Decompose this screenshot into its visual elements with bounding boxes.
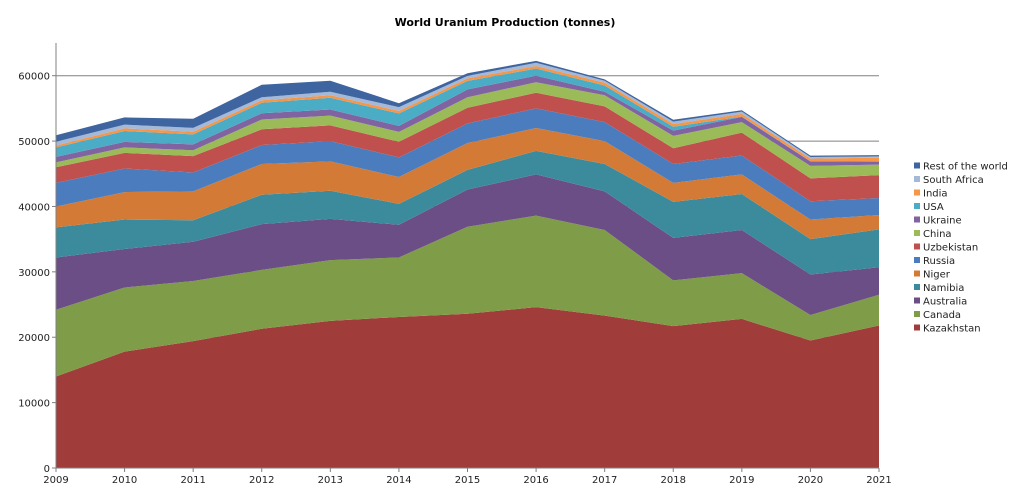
legend-item-niger[interactable]: Niger: [914, 270, 951, 281]
legend-item-usa[interactable]: USA: [914, 202, 944, 213]
area-series-south-africa[interactable]: [56, 62, 879, 159]
legend-swatch: [914, 203, 920, 209]
x-tick-label: 2014: [386, 475, 411, 486]
legend-item-canada[interactable]: Canada: [914, 310, 961, 321]
legend-label: India: [923, 189, 948, 200]
legend-swatch: [914, 162, 920, 169]
x-tick-label: 2017: [592, 475, 617, 486]
area-series-canada[interactable]: [56, 215, 879, 377]
x-tick-label: 2010: [112, 475, 137, 486]
y-tick-label: 20000: [18, 333, 50, 344]
legend-label: Ukraine: [923, 216, 962, 227]
legend-swatch: [914, 324, 920, 331]
legend-label: Namibia: [923, 283, 964, 294]
x-tick-label: 2011: [180, 475, 205, 486]
legend-item-south-africa[interactable]: South Africa: [914, 175, 984, 186]
legend-label: USA: [923, 202, 944, 213]
legend-item-china[interactable]: China: [914, 229, 952, 240]
area-series-kazakhstan[interactable]: [56, 307, 879, 468]
x-tick-label: 2019: [729, 475, 754, 486]
legend-label: Kazakhstan: [923, 324, 981, 335]
area-series-uzbekistan[interactable]: [56, 92, 879, 202]
legend-item-india[interactable]: India: [914, 189, 948, 200]
legend-item-rest-of-the-world[interactable]: Rest of the world: [914, 162, 1008, 173]
legend-label: South Africa: [923, 175, 984, 186]
legend-label: Canada: [923, 310, 961, 321]
y-tick-label: 40000: [18, 202, 50, 213]
legend-label: Niger: [923, 270, 951, 281]
legend-swatch: [914, 243, 920, 250]
y-tick-label: 30000: [18, 268, 50, 279]
legend-label: Rest of the world: [923, 162, 1008, 173]
legend-item-ukraine[interactable]: Ukraine: [914, 216, 962, 227]
area-series-namibia[interactable]: [56, 150, 879, 275]
area-series-russia[interactable]: [56, 108, 879, 220]
x-tick-label: 2021: [866, 475, 891, 486]
y-tick-label: 10000: [18, 399, 50, 410]
area-series-india[interactable]: [56, 65, 879, 162]
legend-swatch: [914, 189, 920, 196]
legend-label: Uzbekistan: [923, 243, 978, 254]
y-tick-label: 0: [44, 464, 50, 475]
area-series-rest-of-the-world[interactable]: [56, 60, 879, 157]
legend-swatch: [914, 284, 920, 290]
x-tick-label: 2009: [43, 475, 68, 486]
area-series-ukraine[interactable]: [56, 75, 879, 166]
legend[interactable]: Rest of the world South Africa India USA Ukr…: [914, 162, 1008, 335]
area-series-group: [56, 60, 879, 468]
area-series-usa[interactable]: [56, 68, 879, 162]
x-tick-label: 2013: [318, 475, 343, 486]
legend-item-uzbekistan[interactable]: Uzbekistan: [914, 243, 978, 254]
legend-item-russia[interactable]: Russia: [914, 256, 955, 267]
legend-swatch: [914, 270, 920, 277]
y-tick-label: 60000: [18, 72, 50, 83]
legend-swatch: [914, 311, 920, 317]
legend-swatch: [914, 216, 920, 223]
legend-swatch: [914, 176, 920, 182]
x-tick-label: 2016: [523, 475, 548, 486]
area-series-australia[interactable]: [56, 174, 879, 315]
legend-item-australia[interactable]: Australia: [914, 297, 967, 308]
legend-swatch: [914, 230, 920, 236]
legend-item-kazakhstan[interactable]: Kazakhstan: [914, 324, 981, 335]
legend-swatch: [914, 257, 920, 263]
legend-label: Russia: [923, 256, 955, 267]
legend-label: Australia: [923, 297, 967, 308]
legend-label: China: [923, 229, 952, 240]
chart-title: World Uranium Production (tonnes): [395, 16, 616, 29]
x-tick-label: 2018: [661, 475, 686, 486]
y-tick-label: 50000: [18, 137, 50, 148]
x-tick-label: 2012: [249, 475, 274, 486]
axes: 0 10000 20000 30000 40000 50000 60000 2009 2010 2…: [18, 43, 892, 486]
legend-item-namibia[interactable]: Namibia: [914, 283, 964, 294]
area-series-niger[interactable]: [56, 128, 879, 240]
x-tick-label: 2020: [798, 475, 823, 486]
x-tick-label: 2015: [455, 475, 480, 486]
legend-swatch: [914, 297, 920, 304]
area-series-china[interactable]: [56, 82, 879, 179]
